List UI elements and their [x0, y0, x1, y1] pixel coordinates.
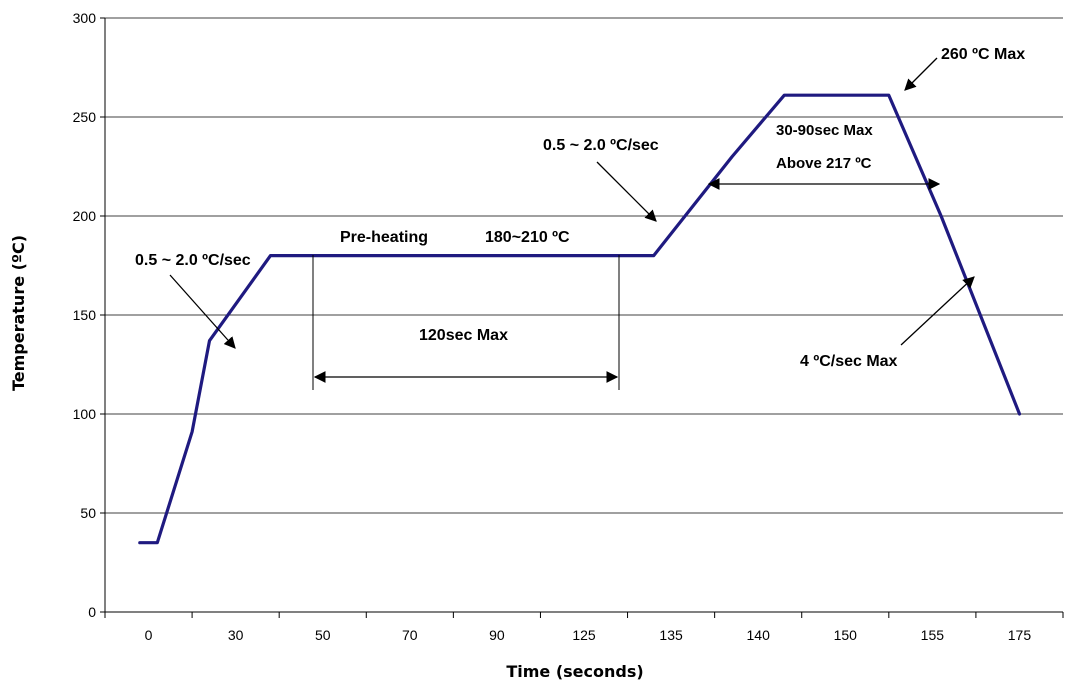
x-tick-label-90: 90 [489, 627, 505, 643]
x-tick-label-125: 125 [572, 627, 596, 643]
x-tick-label-155: 155 [921, 627, 945, 643]
y-tick-label-300: 300 [73, 10, 97, 26]
cooling-arrow [901, 277, 974, 345]
y-tick-label-150: 150 [73, 307, 97, 323]
peak-label: 260 ºC Max [941, 46, 1025, 63]
x-tick-label-175: 175 [1008, 627, 1032, 643]
x-tick-label-140: 140 [747, 627, 771, 643]
peak-arrow [905, 58, 937, 90]
series [140, 95, 1020, 543]
preheat-label: Pre-heating [340, 229, 428, 246]
preheat-temp-label: 180~210 ºC [485, 229, 570, 246]
preheat-time-label: 120sec Max [419, 327, 508, 344]
y-tick-label-100: 100 [73, 406, 97, 422]
reflow-temp-label: Above 217 ºC [776, 155, 872, 172]
y-axis-title: Temperature (ºC) [9, 235, 28, 391]
x-axis-title: Time (seconds) [506, 662, 643, 681]
x-tick-label-150: 150 [834, 627, 858, 643]
x-tick-label-135: 135 [659, 627, 683, 643]
ramp2-label: 0.5 ~ 2.0 ºC/sec [543, 137, 659, 154]
y-tick-label-0: 0 [88, 604, 96, 620]
y-tick-label-50: 50 [80, 505, 96, 521]
x-tick-label-0: 0 [145, 627, 153, 643]
ramp1-arrow [170, 275, 235, 348]
x-tick-label-50: 50 [315, 627, 331, 643]
temperature-profile-line [140, 95, 1020, 543]
y-tick-label-200: 200 [73, 208, 97, 224]
axes [100, 18, 1063, 618]
reflow-time-label: 30-90sec Max [776, 122, 873, 139]
x-tick-label-30: 30 [228, 627, 244, 643]
ramp2-arrow [597, 162, 656, 221]
x-tick-label-70: 70 [402, 627, 418, 643]
ramp1-label: 0.5 ~ 2.0 ºC/sec [135, 252, 251, 269]
cooling-label: 4 ºC/sec Max [800, 353, 898, 370]
annotation-arrows [170, 58, 974, 390]
y-tick-label-250: 250 [73, 109, 97, 125]
y-tick-labels: 0 50 100 150 200 250 300 [73, 10, 97, 620]
x-tick-labels: 0 30 50 70 90 125 135 140 150 155 175 [145, 627, 1032, 643]
